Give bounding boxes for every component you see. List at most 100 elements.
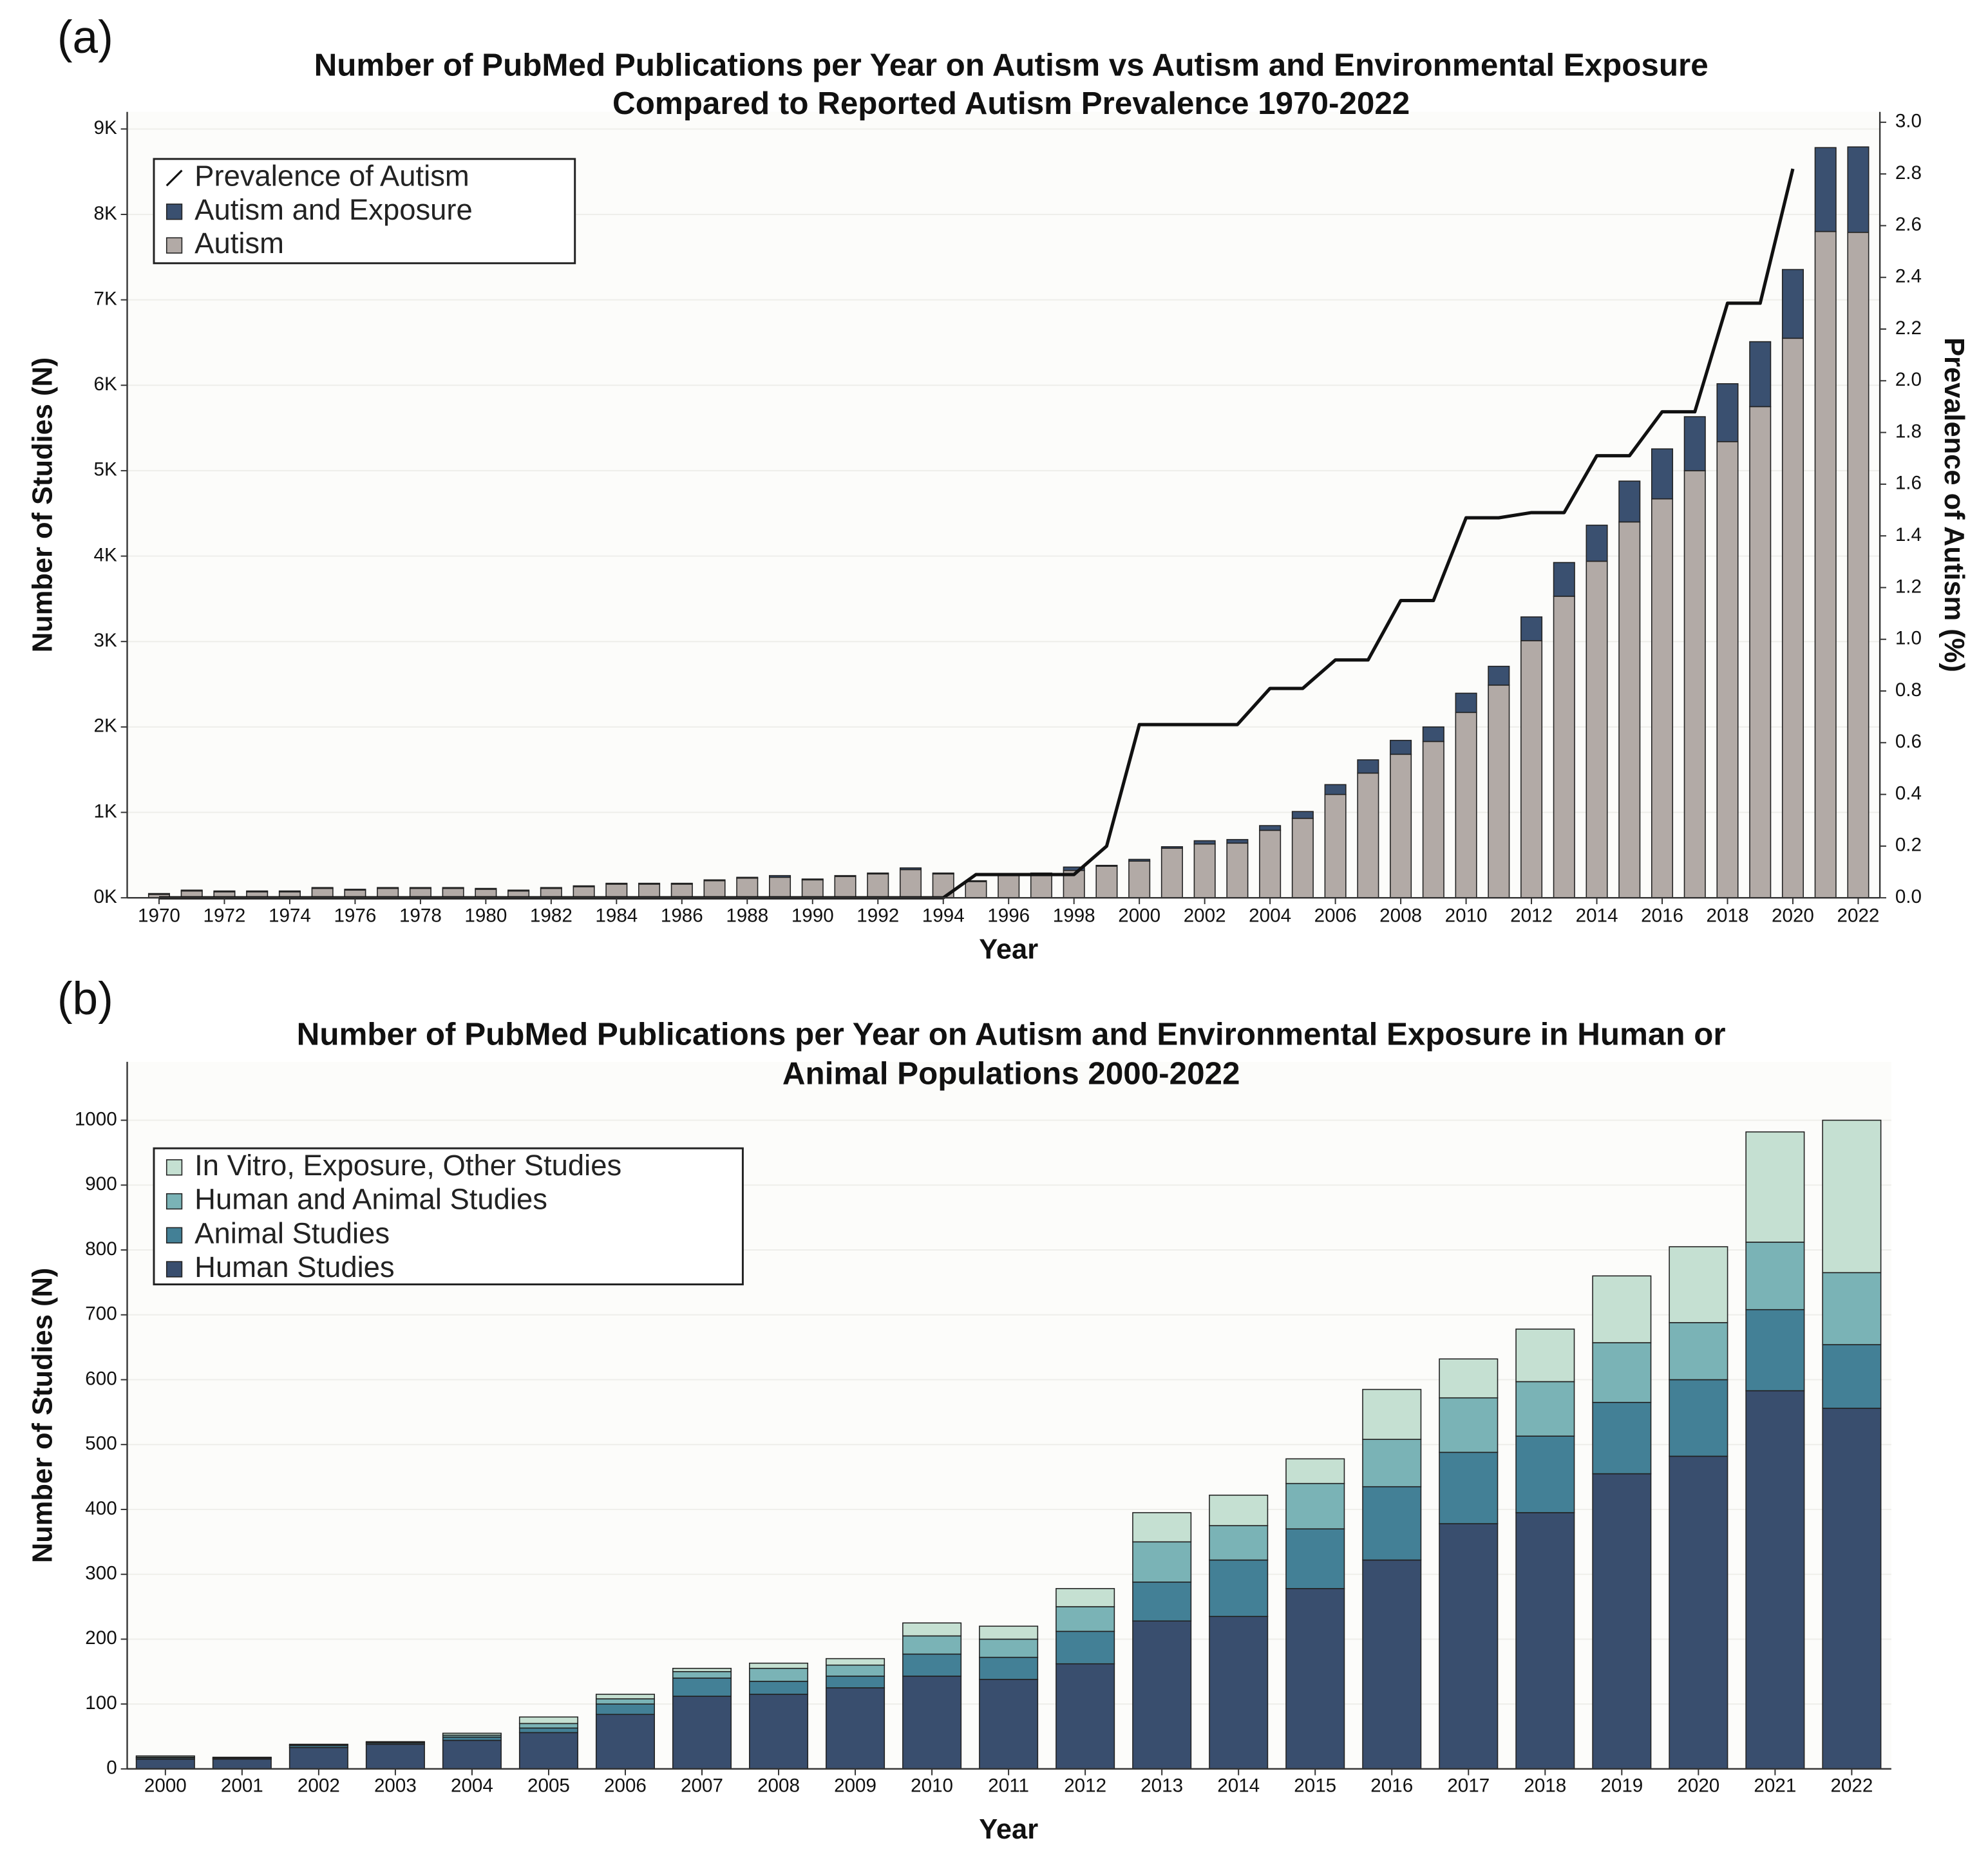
y-tick-label: 4K xyxy=(93,544,117,565)
x-axis-label: Year xyxy=(979,1814,1038,1845)
y2-tick-label: 2.6 xyxy=(1895,214,1922,235)
bar xyxy=(1781,337,1804,898)
bar xyxy=(518,1716,578,1725)
bar xyxy=(1822,1119,1882,1274)
bar xyxy=(518,1732,578,1770)
bar xyxy=(1716,383,1739,442)
bar xyxy=(1160,846,1183,849)
x-tick-label: 2020 xyxy=(1677,1775,1719,1796)
bar xyxy=(1520,640,1543,898)
bar xyxy=(1128,858,1151,862)
bar xyxy=(1814,231,1837,898)
bar xyxy=(1160,847,1183,898)
bar xyxy=(1488,685,1510,898)
bar xyxy=(1362,1486,1422,1561)
bar xyxy=(344,889,366,891)
y2-tick-label: 0.0 xyxy=(1895,886,1922,907)
y-tick-label: 700 xyxy=(85,1303,117,1325)
x-tick-label: 2016 xyxy=(1370,1775,1413,1796)
y-tick-label: 8K xyxy=(93,203,117,224)
y-tick-label: 300 xyxy=(85,1563,117,1584)
legend-label: Animal Studies xyxy=(194,1216,390,1249)
bar xyxy=(573,885,595,887)
bar xyxy=(573,886,595,898)
bar xyxy=(1439,1452,1499,1524)
bar xyxy=(1209,1559,1269,1617)
x-tick-label: 2012 xyxy=(1510,905,1553,927)
bar xyxy=(409,887,431,889)
bar xyxy=(1422,726,1444,742)
bar xyxy=(1669,1455,1728,1770)
bar xyxy=(135,1755,195,1758)
y2-tick-label: 0.6 xyxy=(1895,731,1922,752)
x-tick-label: 2013 xyxy=(1141,1775,1183,1796)
x-tick-label: 2016 xyxy=(1641,905,1683,927)
y2-tick-label: 2.0 xyxy=(1895,369,1922,390)
bar xyxy=(135,1758,195,1770)
bar xyxy=(749,1694,809,1770)
bar xyxy=(1030,873,1052,898)
bar xyxy=(1745,1242,1805,1310)
legend-swatch xyxy=(166,203,183,220)
bar xyxy=(1439,1358,1499,1399)
y-tick-label: 400 xyxy=(85,1498,117,1519)
bar xyxy=(826,1658,885,1666)
x-tick-label: 2019 xyxy=(1600,1775,1643,1796)
x-tick-label: 2006 xyxy=(604,1775,647,1796)
bar xyxy=(1515,1512,1575,1770)
chart-title: Number of PubMed Publications per Year o… xyxy=(314,48,1709,83)
bar xyxy=(1586,524,1608,562)
x-tick-label: 1978 xyxy=(399,905,442,927)
bar xyxy=(1422,741,1444,898)
bar xyxy=(1132,1620,1192,1770)
bar xyxy=(1592,1275,1652,1343)
bar xyxy=(638,884,661,898)
bar xyxy=(1056,1631,1115,1665)
legend-label: Human Studies xyxy=(194,1251,394,1283)
bar xyxy=(1132,1581,1192,1622)
legend-line xyxy=(166,169,183,187)
legend-label: Human and Animal Studies xyxy=(194,1183,547,1216)
bar xyxy=(1291,818,1314,898)
x-tick-label: 2004 xyxy=(451,1775,493,1796)
bar xyxy=(1488,665,1510,686)
bar xyxy=(1669,1379,1728,1457)
y-tick-label: 1K xyxy=(93,800,117,822)
bar xyxy=(1056,1663,1115,1770)
bar xyxy=(1259,829,1282,898)
bar xyxy=(1362,1559,1422,1770)
bar xyxy=(595,1698,656,1705)
x-tick-label: 2004 xyxy=(1249,905,1291,927)
x-tick-label: 1996 xyxy=(987,905,1030,927)
y2-axis-label: Prevalence of Autism (%) xyxy=(1938,337,1969,672)
x-tick-label: 2008 xyxy=(757,1775,800,1796)
bar xyxy=(1357,772,1379,898)
bar xyxy=(1618,480,1641,523)
bar xyxy=(1651,448,1674,500)
x-tick-label: 1970 xyxy=(138,905,180,927)
x-tick-label: 2003 xyxy=(374,1775,417,1796)
y-tick-label: 500 xyxy=(85,1433,117,1454)
y-tick-label: 2K xyxy=(93,715,117,737)
bar xyxy=(1716,441,1739,898)
chart-title: Animal Populations 2000-2022 xyxy=(782,1056,1240,1092)
y2-tick-label: 1.8 xyxy=(1895,421,1922,442)
bar xyxy=(1822,1344,1882,1409)
x-tick-label: 2014 xyxy=(1576,905,1618,927)
bar xyxy=(902,1635,962,1655)
bar xyxy=(1553,596,1575,898)
x-tick-label: 1972 xyxy=(204,905,246,927)
bar xyxy=(595,1714,656,1770)
bar xyxy=(518,1723,578,1729)
bar xyxy=(1586,560,1608,898)
bar xyxy=(1745,1131,1805,1243)
bar xyxy=(1285,1458,1345,1484)
bar xyxy=(1357,759,1379,774)
x-tick-label: 2006 xyxy=(1314,905,1357,927)
y-tick-label: 100 xyxy=(85,1692,117,1714)
x-tick-label: 2000 xyxy=(1118,905,1160,927)
bar xyxy=(1515,1435,1575,1513)
bar xyxy=(1669,1322,1728,1381)
